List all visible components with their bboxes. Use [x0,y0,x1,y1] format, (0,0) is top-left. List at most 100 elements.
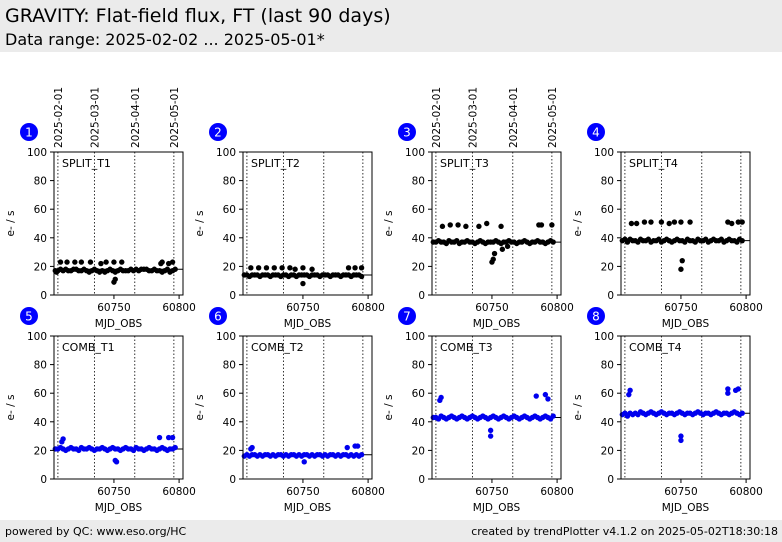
y-tick-label: 0 [40,474,47,486]
data-point [156,434,163,441]
data-point [725,390,731,396]
y-axis-label: e- / s [383,395,395,421]
footer-created-by: created by trendPlotter v4.1.2 on 2025-0… [471,525,778,538]
data-point [169,259,176,265]
plot-frame [242,151,373,296]
date-tick-label: 2025-02-01 [53,87,65,148]
panel-number-label: 8 [592,310,600,324]
chart-panel-split-t2: 0 20 40 60 80 100 60750 60800 MJD_OBS e- / s SPLIT… [194,123,385,330]
data-point [172,444,178,451]
data-point [504,243,511,250]
y-tick-label: 60 [601,388,614,400]
date-tick-label: 2025-03-01 [467,87,479,148]
y-tick-label: 20 [223,261,236,273]
data-point [678,433,684,439]
data-point [538,222,545,228]
panel-number-label: 6 [214,310,222,324]
x-axis-label: MJD_OBS [473,318,521,330]
data-point [725,386,731,392]
x-tick-label: 60750 [664,486,697,498]
panel-number-label: 7 [403,310,411,324]
data-point [354,443,361,449]
panel-number-badge [209,123,227,141]
y-tick-label: 60 [412,388,425,400]
data-point [678,266,684,272]
data-points [52,259,178,285]
data-range-subtitle: Data range: 2025-02-02 ... 2025-05-01* [5,30,325,49]
data-point [358,451,365,458]
data-point [57,259,64,265]
panel-number-label: 5 [25,310,33,324]
data-point [678,219,684,225]
plot-frame [242,335,373,480]
y-tick-label: 100 [27,147,47,159]
y-tick-label: 80 [412,176,425,188]
data-point [263,265,270,271]
header-bar: GRAVITY: Flat-field flux, FT (last 90 da… [0,0,782,52]
panel-number-badge [20,307,38,325]
data-point [72,259,78,265]
data-point [60,436,66,442]
data-point [739,410,745,416]
data-point [279,265,285,271]
data-point [309,266,315,272]
data-point [463,223,469,230]
data-point [545,396,551,402]
y-tick-label: 0 [607,290,614,302]
x-tick-label: 60800 [540,486,573,498]
data-point [533,393,539,399]
footer-powered-by: powered by QC: www.eso.org/HC [5,525,187,538]
data-point [628,220,635,227]
data-points [430,391,556,439]
date-tick-label: 2025-03-01 [89,87,101,148]
data-point [98,260,104,267]
x-tick-label: 60800 [351,302,384,314]
date-tick-label: 2025-04-01 [130,87,142,148]
y-tick-label: 40 [601,233,614,245]
data-point [113,459,120,465]
panel-label: COMB_T1 [62,341,115,354]
data-point [687,219,693,225]
plot-frame [53,151,184,296]
data-point [64,259,70,265]
date-tick-label: 2025-05-01 [547,87,559,148]
y-tick-label: 20 [412,445,425,457]
x-tick-label: 60800 [729,486,762,498]
y-axis-label: e- / s [572,395,584,421]
data-point [301,459,307,465]
panel-label: COMB_T3 [440,341,493,354]
y-tick-label: 0 [418,290,425,302]
y-axis-label: e- / s [572,211,584,237]
data-point [739,237,745,244]
chart-panel-split-t3: 0 20 40 60 80 100 60750 60800 MJD_OBS e- / s SPLIT… [383,87,574,330]
y-tick-label: 60 [223,204,236,216]
x-tick-label: 60800 [162,302,195,314]
chart-panel-comb-t3: 0 20 40 60 80 100 60750 60800 MJD_OBS e- / s COMB_… [383,307,574,514]
panel-label: SPLIT_T2 [251,157,300,170]
y-tick-label: 100 [594,331,614,343]
data-point [487,433,494,439]
data-point [169,434,176,441]
y-tick-label: 20 [601,261,614,273]
plot-frame [431,335,562,480]
data-point [119,259,125,265]
data-point [550,413,556,419]
data-point [438,394,444,401]
data-point [658,219,665,225]
data-point [111,259,117,265]
y-axis-label: e- / s [194,211,206,237]
data-point [550,239,556,245]
data-point [666,220,672,227]
y-tick-label: 40 [34,417,47,429]
data-point [484,220,490,227]
x-axis-label: MJD_OBS [284,318,332,330]
x-tick-label: 60750 [286,302,319,314]
data-point [641,219,648,225]
y-tick-label: 20 [34,445,47,457]
data-point [679,257,685,264]
panel-label: COMB_T2 [251,341,304,354]
data-point [729,220,735,227]
data-point [671,219,678,225]
data-point [300,280,306,287]
